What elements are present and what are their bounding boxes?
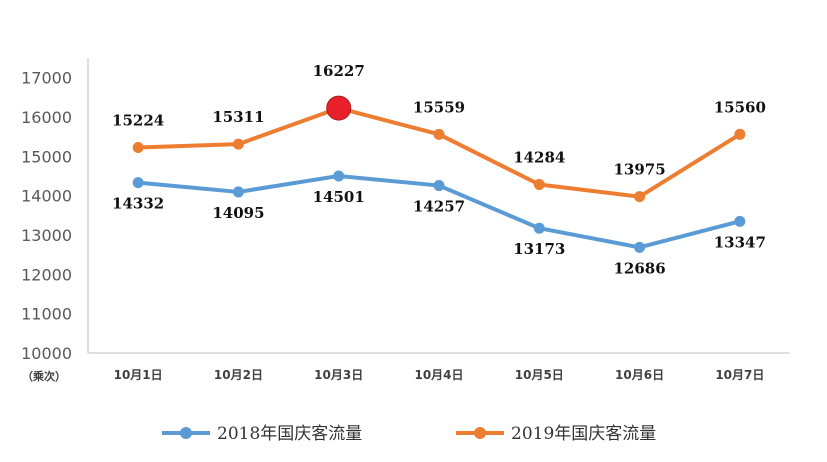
data-point [433, 180, 445, 192]
y-unit-label: （乘次） [22, 369, 66, 383]
data-point [734, 215, 746, 227]
x-tick-label: 10月4日 [414, 368, 463, 382]
data-label: 13975 [613, 161, 665, 179]
y-tick-label: 10000 [21, 344, 72, 363]
y-tick-label: 12000 [21, 265, 72, 284]
x-tick-label: 10月2日 [214, 368, 263, 382]
data-label: 14501 [313, 188, 365, 206]
y-tick-label: 14000 [21, 187, 72, 206]
data-point [734, 128, 746, 140]
highlight-point [326, 95, 352, 121]
data-label: 13347 [714, 233, 766, 251]
y-tick-label: 15000 [21, 147, 72, 166]
data-point [533, 222, 545, 234]
series-points [132, 95, 746, 253]
legend-label: 2018年国庆客流量 [217, 424, 362, 444]
y-tick-label: 17000 [21, 69, 72, 88]
data-point [333, 170, 345, 182]
x-tick-label: 10月1日 [114, 368, 163, 382]
x-tick-label: 10月7日 [715, 368, 764, 382]
data-label: 15311 [212, 108, 264, 126]
data-label: 12686 [613, 259, 665, 277]
data-label: 14332 [112, 195, 164, 213]
x-tick-labels: 10月1日 10月2日 10月3日 10月4日 10月5日 10月6日 10月7日 [114, 368, 765, 382]
y-tick-labels: 10000 11000 12000 13000 14000 15000 16000 17000 [21, 69, 72, 363]
data-point [232, 138, 244, 150]
y-tick-label: 11000 [21, 305, 72, 324]
x-tick-label: 10月6日 [615, 368, 664, 382]
x-tick-label: 10月5日 [515, 368, 564, 382]
y-tick-label: 13000 [21, 226, 72, 245]
data-point [232, 186, 244, 198]
data-point [533, 178, 545, 190]
legend-marker [474, 427, 486, 439]
data-point [132, 177, 144, 189]
legend-marker [180, 427, 192, 439]
data-point [634, 191, 646, 203]
data-label: 16227 [313, 62, 365, 80]
legend: 2018年国庆客流量 2019年国庆客流量 [162, 424, 656, 444]
data-label: 15224 [112, 112, 164, 130]
y-tick-label: 16000 [21, 108, 72, 127]
data-point [132, 142, 144, 154]
x-tick-label: 10月3日 [314, 368, 363, 382]
data-label: 13173 [513, 240, 565, 258]
data-label: 14257 [413, 198, 465, 216]
data-label: 14284 [513, 148, 565, 166]
data-label: 14095 [212, 204, 264, 222]
data-labels: 14332 14095 14501 14257 13173 12686 13347 15224… [112, 62, 766, 277]
data-point [634, 241, 646, 253]
legend-label: 2019年国庆客流量 [511, 424, 656, 444]
data-point [433, 128, 445, 140]
data-label: 15559 [413, 98, 465, 116]
data-label: 15560 [714, 98, 766, 116]
